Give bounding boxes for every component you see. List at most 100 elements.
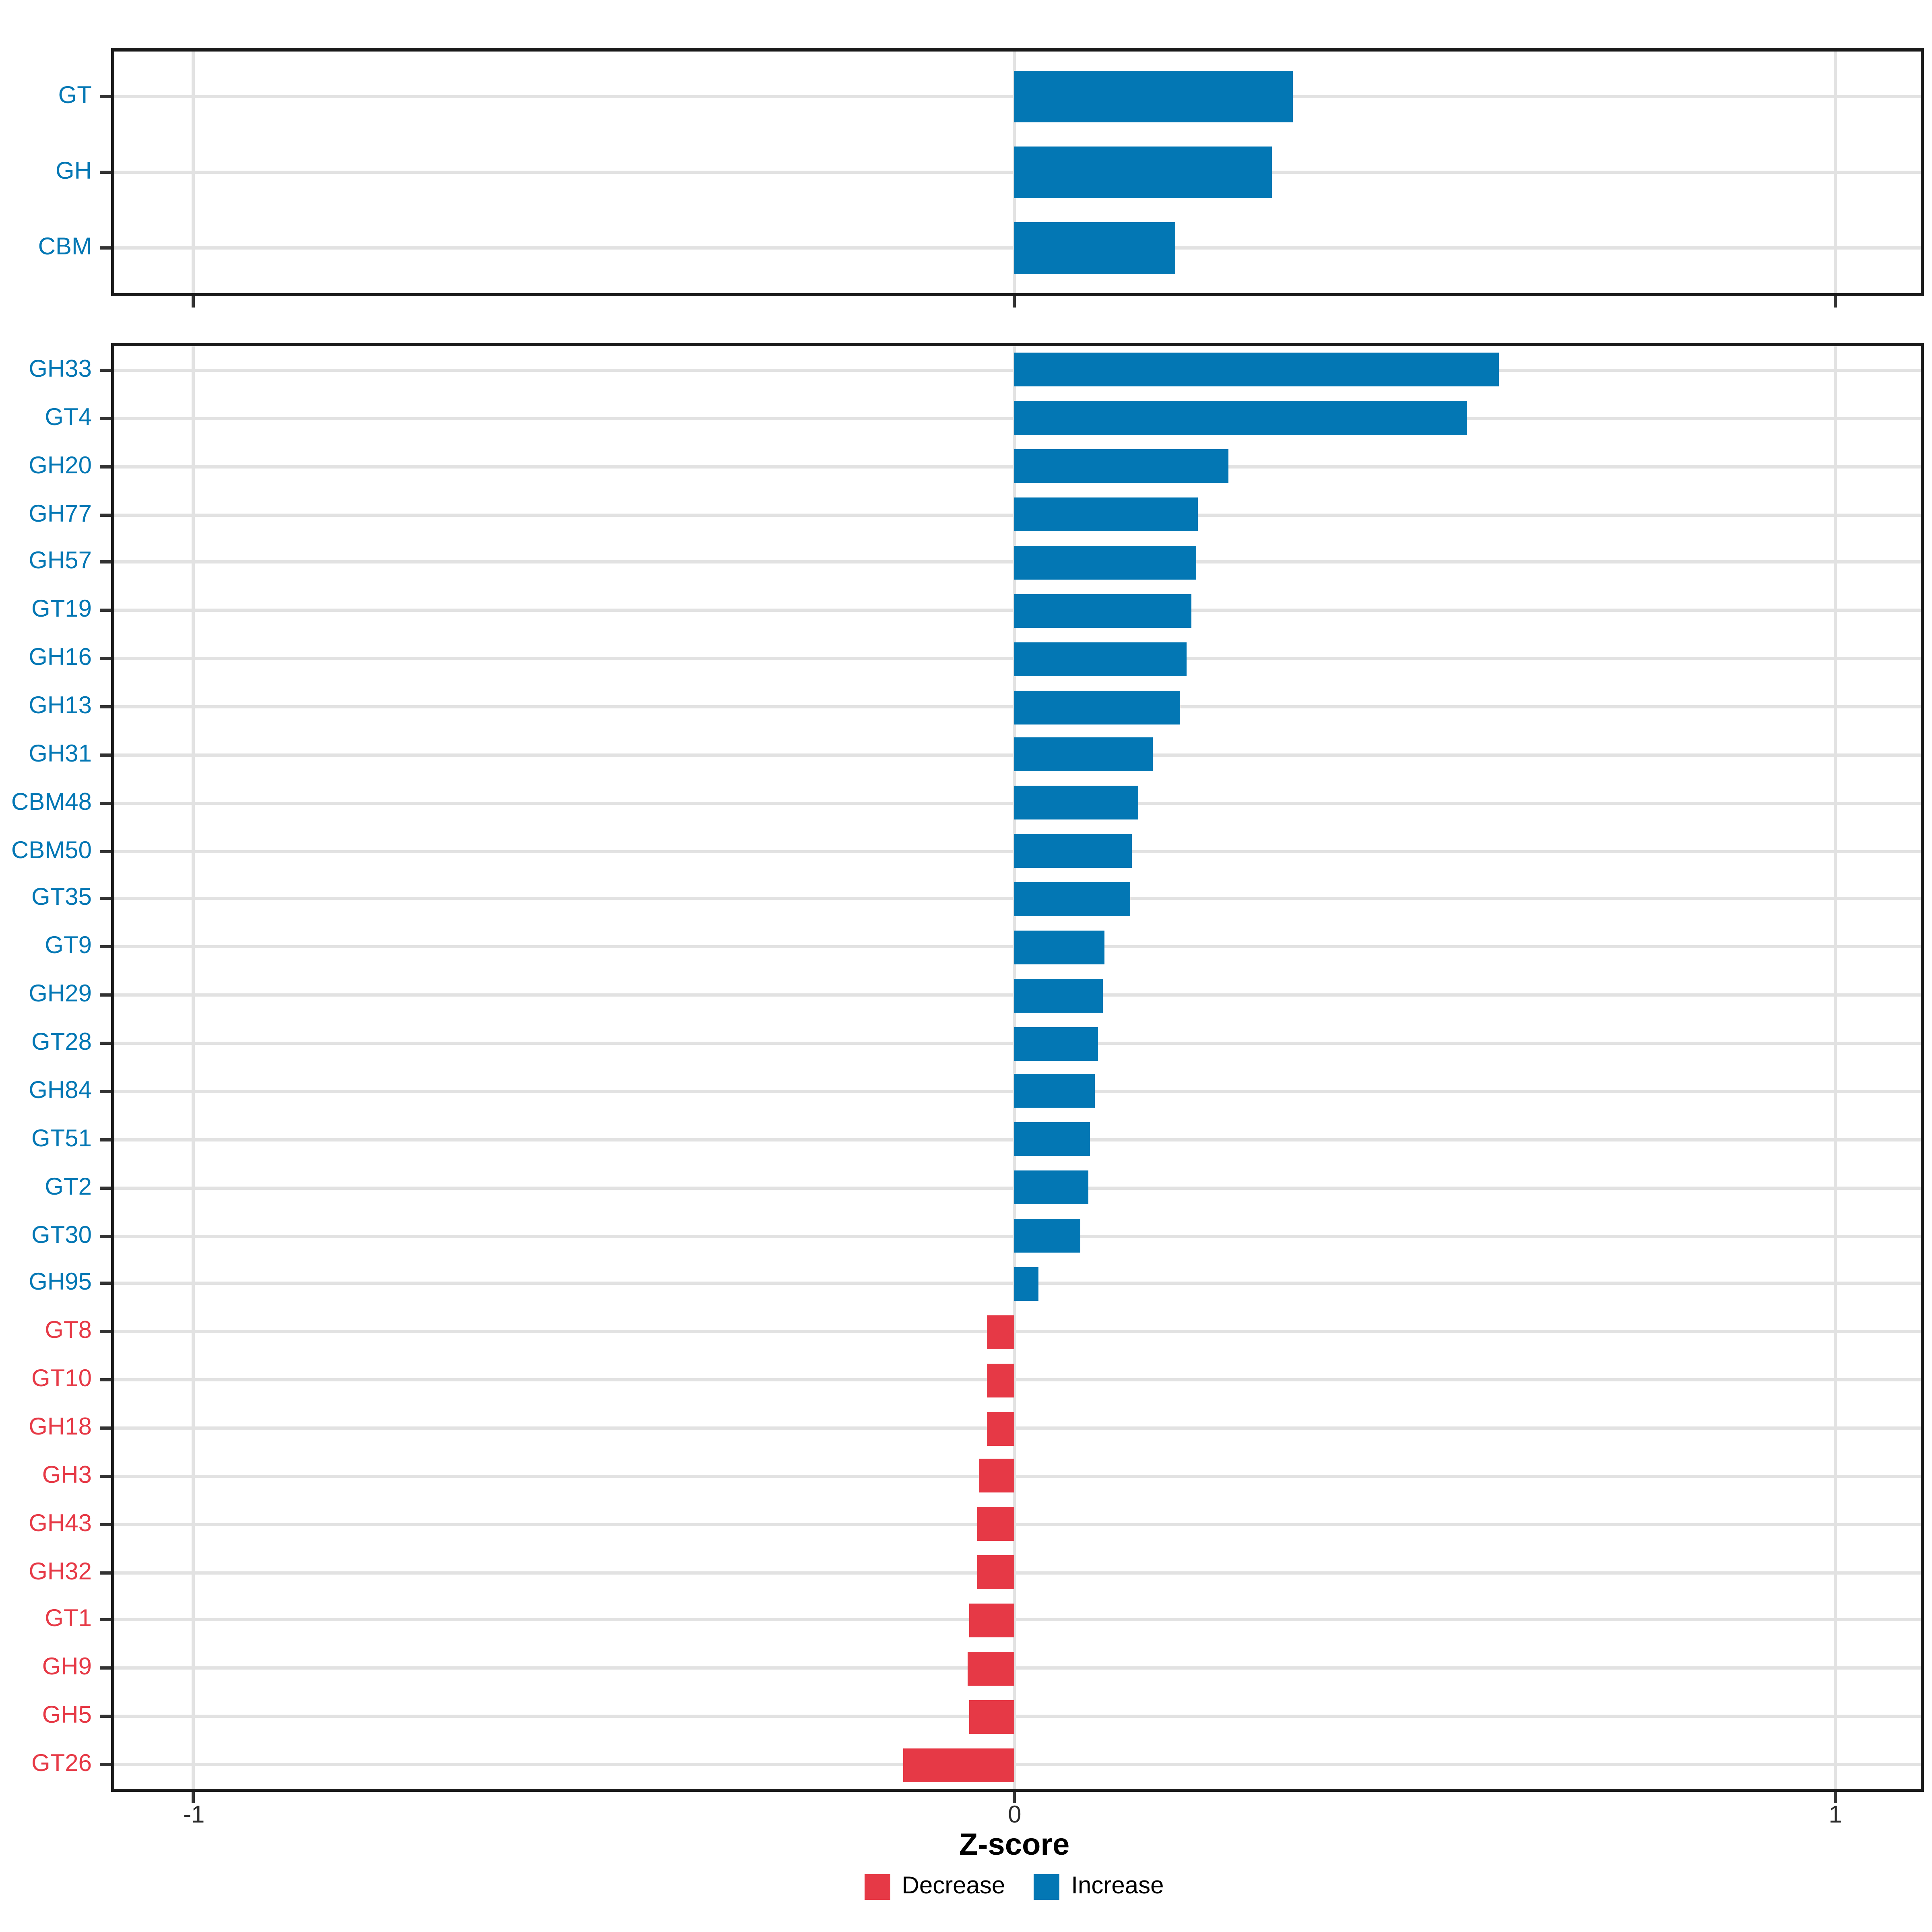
gridline-y-GH9 [114,1667,1921,1670]
legend-label-increase: Increase [1071,1872,1164,1900]
y-tick-label-GH57: GH57 [29,548,92,576]
y-tick-label-GH18: GH18 [29,1414,92,1441]
y-tick-GT30 [100,1234,111,1238]
y-tick-GT28 [100,1042,111,1045]
y-tick-label-GH43: GH43 [29,1509,92,1537]
y-tick-GT2 [100,1186,111,1189]
y-tick-CBM48 [100,801,111,805]
y-tick-GT35 [100,897,111,901]
y-tick-GH84 [100,1090,111,1093]
bar-GT51 [1014,1123,1090,1157]
bar-GH33 [1014,353,1499,387]
y-tick-label-GT: GT [58,82,92,110]
y-tick-GT4 [100,417,111,420]
bar-GT9 [1014,930,1105,964]
x-axis-title: Z-score [959,1829,1070,1863]
y-tick-label-GH33: GH33 [29,355,92,383]
gridline-y-GT26 [114,1763,1921,1767]
y-tick-label-GH32: GH32 [29,1558,92,1585]
bar-GH32 [977,1555,1015,1589]
y-tick-GT [100,95,111,99]
y-tick-label-GT30: GT30 [31,1221,92,1249]
y-tick-label-GT19: GT19 [31,596,92,624]
y-tick-label-GT2: GT2 [45,1173,92,1201]
y-tick-GH3 [100,1474,111,1478]
gridline-y-GH32 [114,1571,1921,1574]
gridline-x--1 [192,346,196,1789]
y-tick-label-GT51: GT51 [31,1125,92,1153]
bar-GH43 [977,1507,1015,1541]
bar-GT8 [987,1315,1015,1349]
y-tick-label-GH3: GH3 [42,1461,92,1489]
y-tick-GT19 [100,609,111,613]
x-tick-label--1: -1 [183,1802,205,1829]
y-tick-GT8 [100,1330,111,1334]
y-tick-GT1 [100,1618,111,1622]
y-tick-GT9 [100,945,111,949]
bar-GH5 [968,1699,1015,1734]
bar-GH77 [1014,497,1199,532]
y-tick-label-GT8: GT8 [45,1317,92,1345]
bar-GT28 [1014,1026,1098,1061]
y-tick-label-GT28: GT28 [31,1029,92,1057]
bar-GT2 [1014,1170,1089,1205]
y-tick-GH29 [100,993,111,997]
y-tick-label-GT10: GT10 [31,1365,92,1393]
y-tick-GH18 [100,1426,111,1430]
bar-GH20 [1014,449,1228,483]
gridline-y-GH18 [114,1426,1921,1430]
y-tick-GH5 [100,1715,111,1718]
bar-CBM [1014,222,1175,274]
y-tick-label-GT26: GT26 [31,1750,92,1778]
y-tick-GH16 [100,657,111,661]
panel-top-classes [111,48,1924,296]
legend-swatch-decrease-icon [865,1873,891,1899]
y-tick-CBM [100,246,111,250]
y-tick-label-CBM: CBM [38,233,92,261]
bar-GH84 [1014,1074,1094,1108]
bar-GT1 [968,1603,1015,1637]
legend-item-increase: Increase [1034,1872,1164,1900]
bar-GH18 [987,1411,1015,1445]
y-tick-label-GH9: GH9 [42,1654,92,1682]
bar-CBM50 [1014,834,1131,868]
gridline-y-GH3 [114,1474,1921,1478]
bar-GH95 [1014,1267,1039,1301]
bar-GH31 [1014,738,1153,772]
y-tick-GH32 [100,1571,111,1574]
legend-item-decrease: Decrease [865,1872,1005,1900]
y-tick-GH57 [100,561,111,564]
y-tick-label-GH29: GH29 [29,980,92,1008]
y-tick-GH43 [100,1522,111,1526]
y-tick-label-GH16: GH16 [29,644,92,672]
bar-GT10 [987,1363,1015,1397]
x-tick--1-panel1 [192,1792,196,1803]
y-tick-label-GT1: GT1 [45,1606,92,1633]
x-tick-0-panel1 [1013,1792,1016,1803]
bar-GT26 [904,1748,1015,1782]
bar-GH16 [1014,642,1186,676]
gridline-y-GT1 [114,1618,1921,1622]
gridline-x-0 [1013,346,1016,1789]
y-tick-label-GH84: GH84 [29,1077,92,1104]
y-tick-GH13 [100,705,111,708]
bar-GT30 [1014,1219,1080,1253]
legend-swatch-increase-icon [1034,1873,1060,1899]
y-tick-label-GH77: GH77 [29,500,92,528]
bar-GH [1014,147,1273,198]
y-tick-label-CBM50: CBM50 [11,836,92,864]
bar-GT19 [1014,594,1192,628]
gridline-x-1 [1833,346,1837,1789]
bar-GT [1014,71,1293,123]
y-tick-label-GH95: GH95 [29,1269,92,1297]
bar-GH29 [1014,978,1102,1012]
y-tick-label-GH31: GH31 [29,740,92,768]
gridline-y-GT8 [114,1330,1921,1334]
gridline-y-GT10 [114,1378,1921,1382]
bar-GH13 [1014,690,1180,724]
legend: Decrease Increase [111,1872,1918,1900]
y-tick-GT26 [100,1763,111,1767]
gridline-y-GH5 [114,1715,1921,1718]
y-tick-label-GH: GH [56,158,92,185]
x-tick-label-1: 1 [1829,1802,1842,1829]
